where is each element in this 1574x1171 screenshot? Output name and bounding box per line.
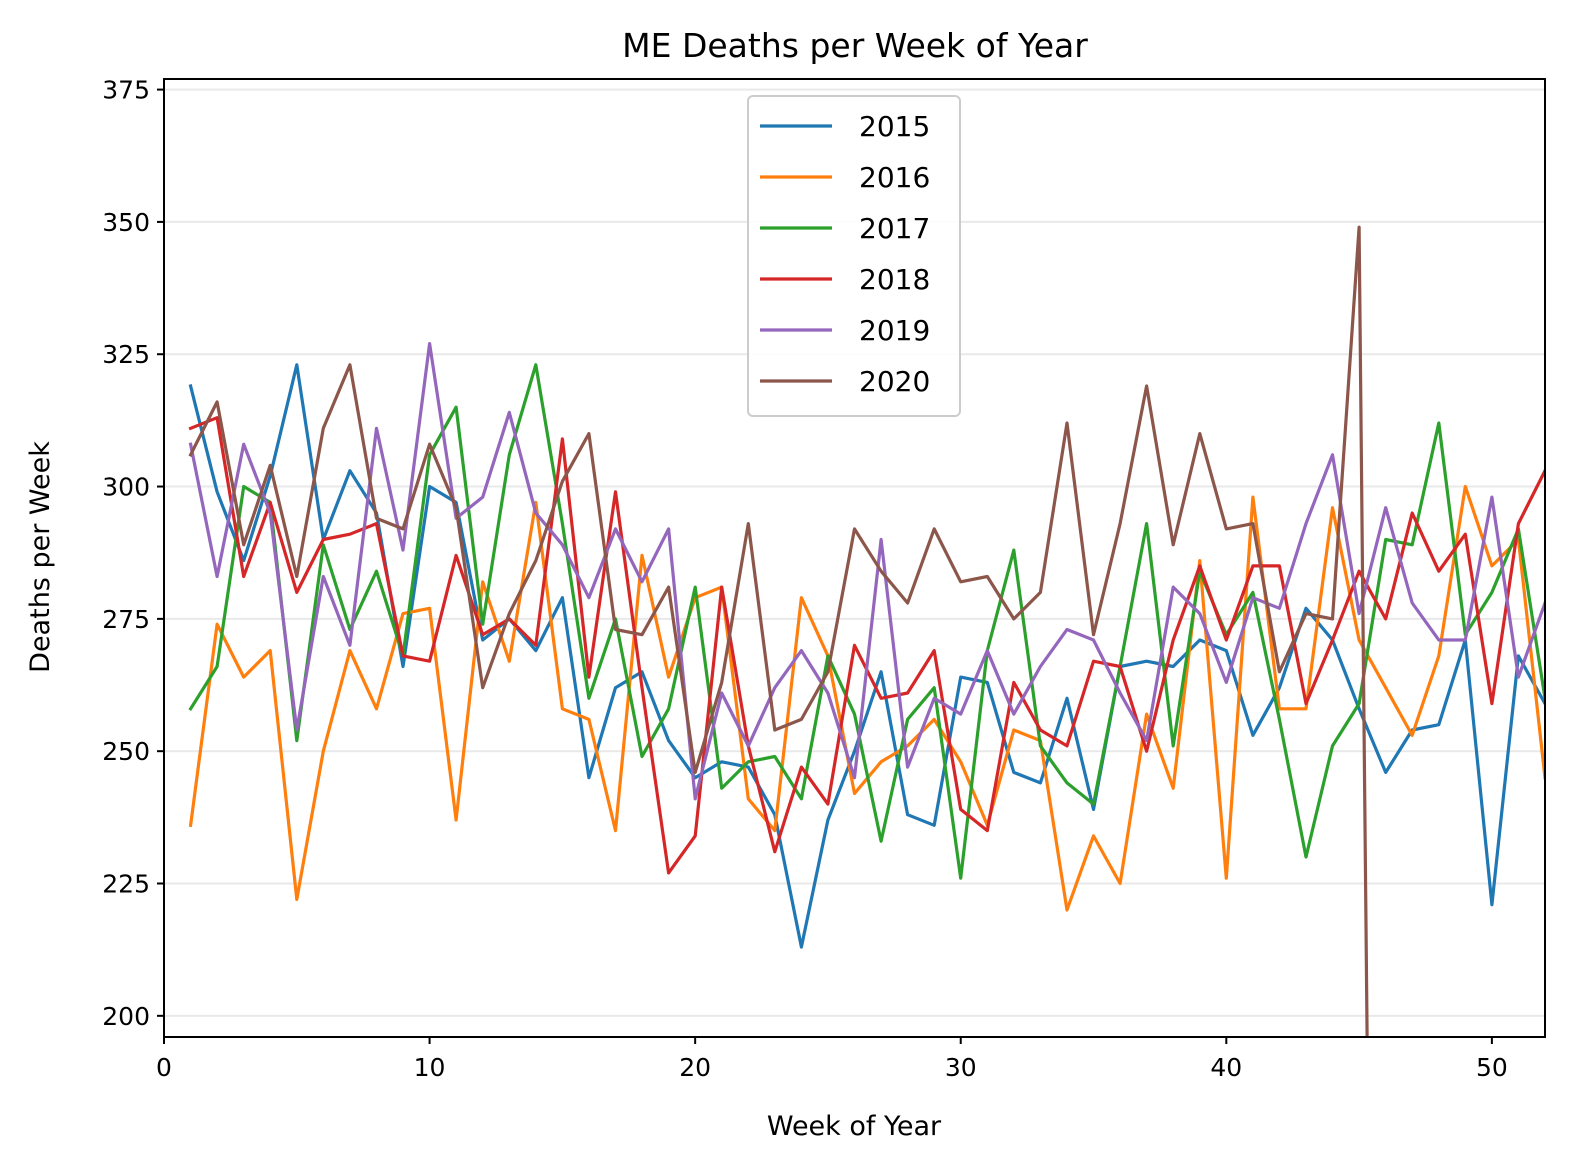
plot-area [188, 225, 1545, 1037]
legend-label-2020: 2020 [859, 365, 930, 398]
series-line-2017 [188, 363, 1545, 880]
y-tick-label: 350 [102, 208, 150, 237]
y-axis-title: Deaths per Week [25, 441, 56, 673]
legend: 2015 2016 2017 2018 2019 2020 [747, 95, 961, 417]
plot-frame [163, 78, 1546, 1038]
legend-label-2019: 2019 [859, 314, 930, 347]
legend-label-2016: 2016 [859, 161, 930, 194]
y-axis: 200 225 250 275 300 325 350 375 [102, 76, 164, 1031]
legend-label-2017: 2017 [859, 212, 930, 245]
x-tick-label: 10 [414, 1053, 446, 1082]
series-line-2020 [188, 225, 1369, 1037]
x-axis: 0 10 20 30 40 50 [156, 1037, 1508, 1082]
y-tick-label: 325 [102, 340, 150, 369]
y-tick-label: 250 [102, 737, 150, 766]
x-axis-title: Week of Year [767, 1111, 942, 1142]
y-tick-label: 275 [102, 605, 150, 634]
x-tick-label: 20 [679, 1053, 711, 1082]
x-tick-label: 30 [945, 1053, 977, 1082]
x-tick-label: 50 [1476, 1053, 1508, 1082]
legend-label-2018: 2018 [859, 263, 930, 296]
y-tick-label: 200 [102, 1002, 150, 1031]
x-tick-label: 40 [1210, 1053, 1242, 1082]
x-tick-label: 0 [156, 1053, 172, 1082]
series-line-2015 [188, 363, 1545, 949]
series-line-2019 [188, 342, 1545, 801]
y-tick-label: 225 [102, 870, 150, 899]
chart-title: ME Deaths per Week of Year [622, 26, 1088, 65]
legend-label-2015: 2015 [859, 110, 930, 143]
y-tick-label: 375 [102, 76, 150, 105]
y-tick-label: 300 [102, 473, 150, 502]
